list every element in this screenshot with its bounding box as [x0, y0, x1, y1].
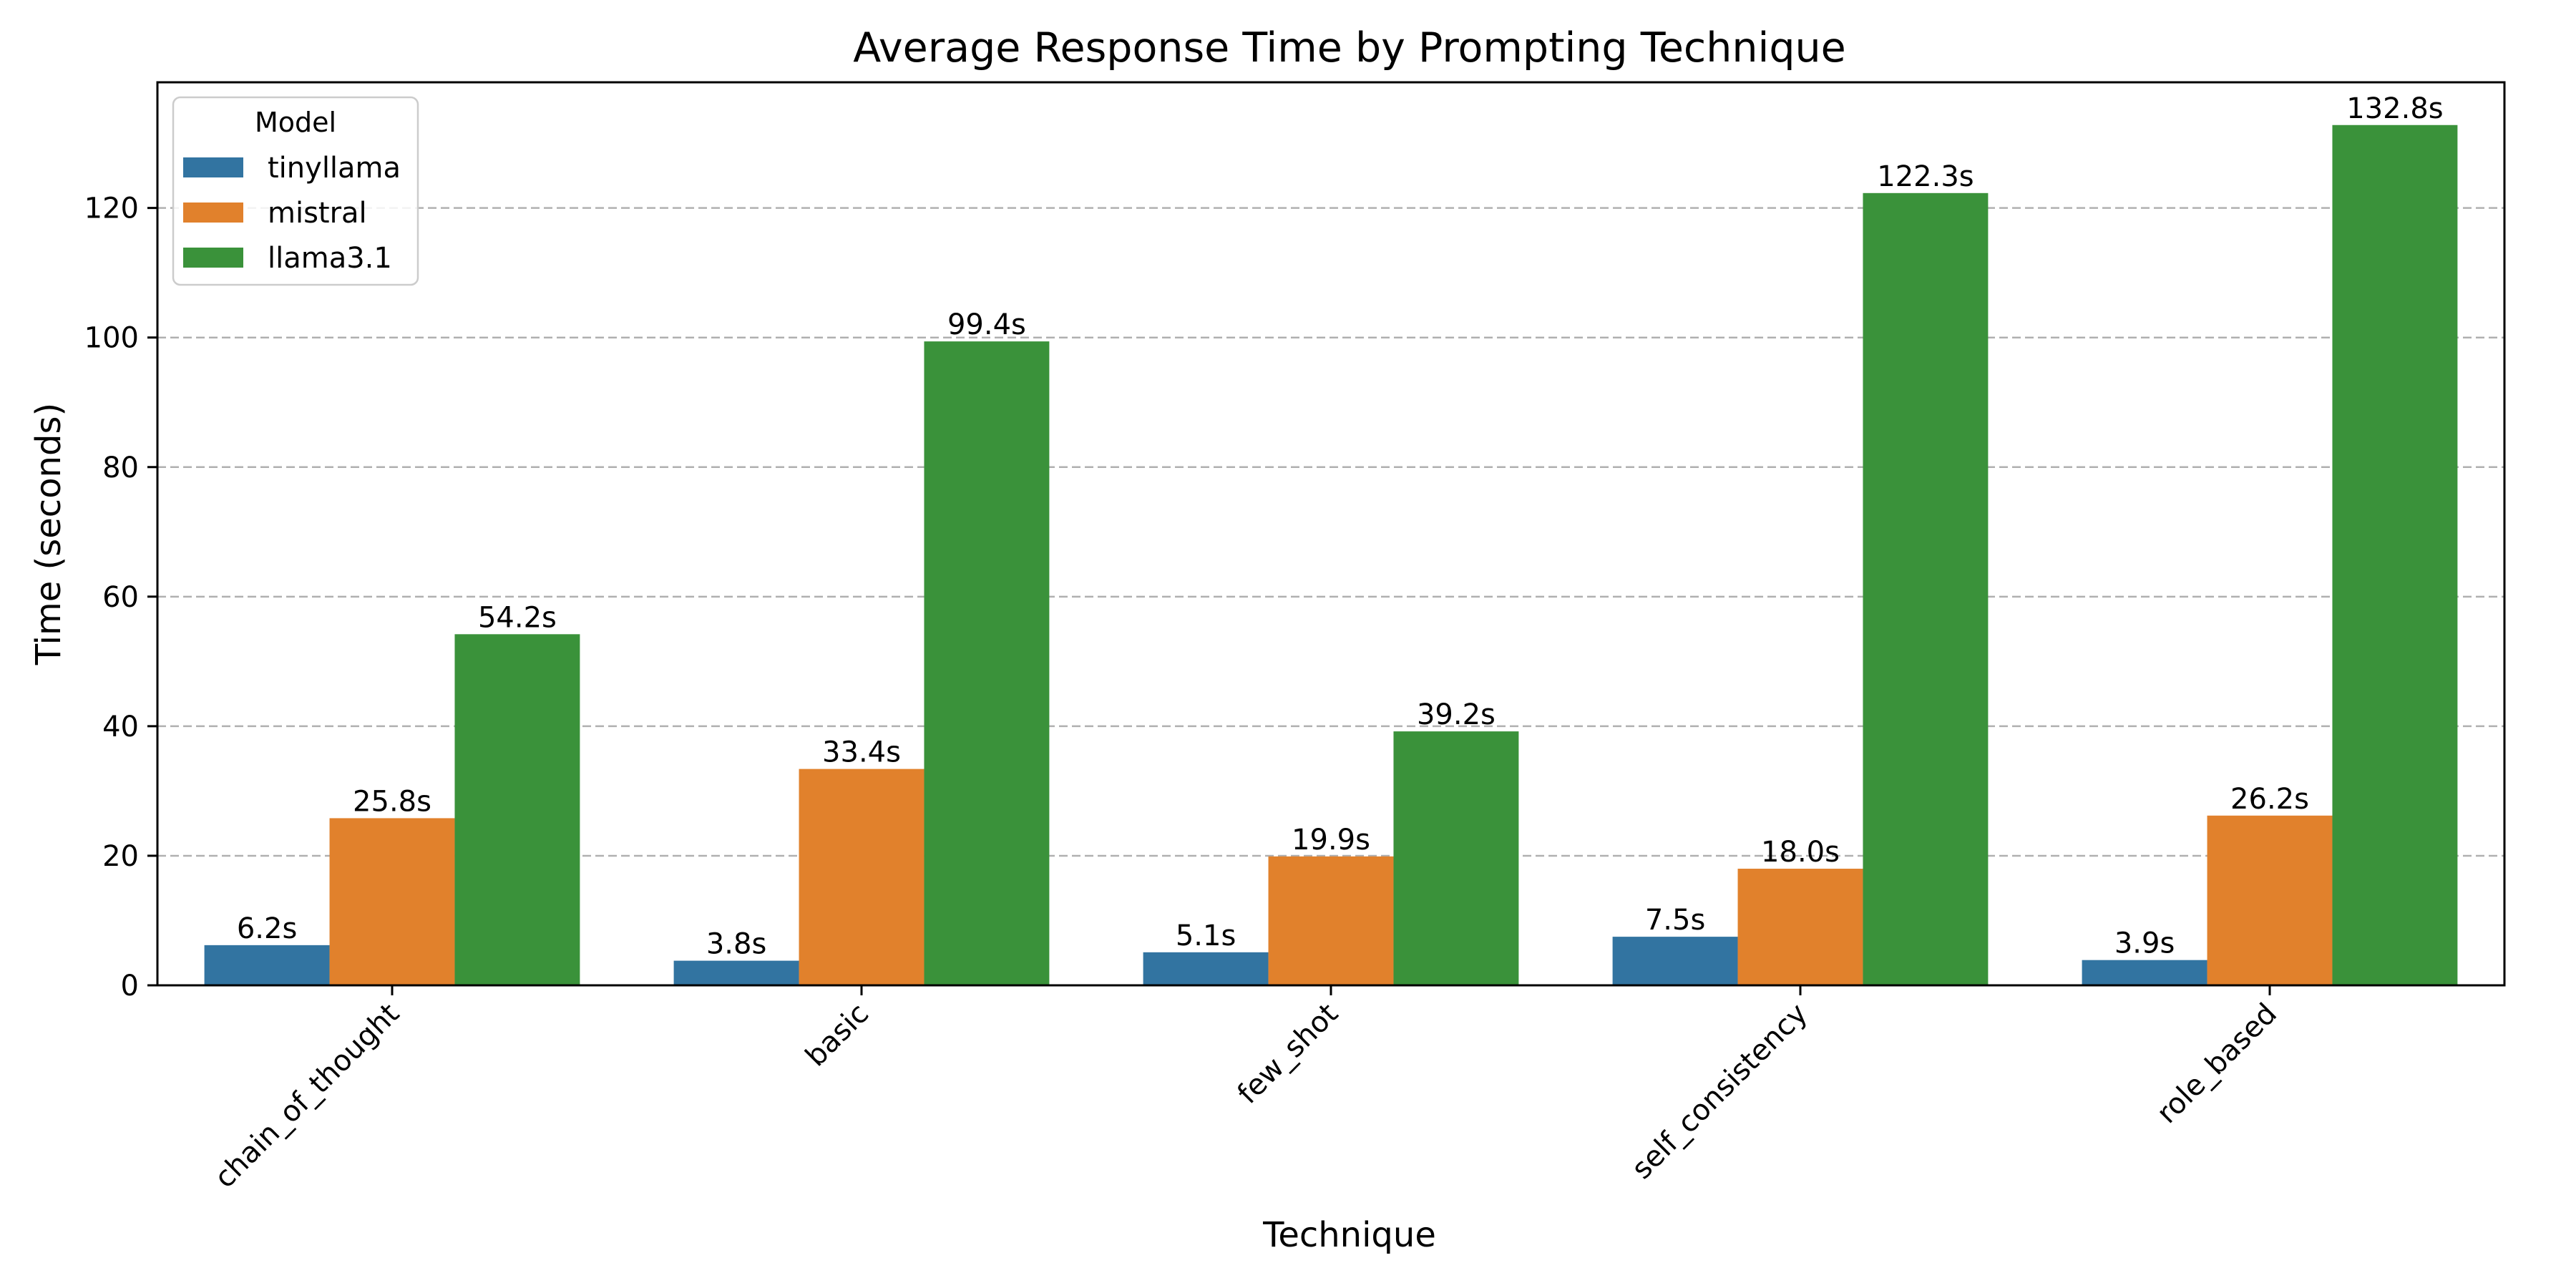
y-tick-label: 40	[102, 711, 139, 743]
y-tick-label: 0	[121, 970, 139, 1002]
bar-llama3-1-role-based	[2332, 125, 2458, 985]
legend-title: Model	[255, 107, 336, 138]
legend-swatch-llama3-1	[183, 248, 243, 268]
value-label: 3.8s	[706, 928, 766, 961]
value-label: 25.8s	[353, 785, 431, 818]
value-label: 122.3s	[1877, 160, 1974, 193]
bar-tinyllama-role-based	[2082, 960, 2207, 985]
y-tick-label: 120	[84, 192, 139, 225]
bar-mistral-role-based	[2207, 815, 2333, 985]
value-label: 5.1s	[1176, 919, 1236, 952]
bar-mistral-basic	[799, 769, 924, 985]
y-tick-label: 60	[102, 581, 139, 614]
value-label: 99.4s	[947, 308, 1026, 341]
value-label: 3.9s	[2114, 927, 2175, 960]
y-axis-label: Time (seconds)	[29, 403, 69, 665]
bar-llama3-1-self-consistency	[1863, 192, 1989, 985]
value-label: 18.0s	[1761, 836, 1840, 869]
legend-label: mistral	[268, 197, 367, 230]
y-axis-ticks: 0 20 40 60 80 100 120	[84, 192, 157, 1002]
value-label: 33.4s	[822, 736, 901, 769]
value-labels: 6.2s 25.8s 54.2s 3.8s 33.4s 99.4s 5.1s 19.9s 39.…	[237, 92, 2444, 961]
y-tick-label: 20	[102, 840, 139, 873]
bar-mistral-chain-of-thought	[329, 818, 455, 985]
legend-swatch-mistral	[183, 203, 243, 223]
legend: Model tinyllama mistral llama3.1	[172, 96, 419, 286]
bar-tinyllama-few-shot	[1143, 952, 1269, 985]
legend-box	[172, 96, 419, 286]
bar-llama3-1-basic	[924, 341, 1050, 985]
bars	[204, 125, 2458, 985]
value-label: 54.2s	[478, 601, 557, 634]
bar-llama3-1-few-shot	[1393, 731, 1519, 985]
value-label: 26.2s	[2230, 783, 2309, 816]
value-label: 19.9s	[1292, 824, 1370, 857]
legend-label: tinyllama	[268, 152, 401, 185]
bar-mistral-self-consistency	[1737, 869, 1863, 985]
value-label: 7.5s	[1645, 904, 1705, 937]
bar-mistral-few-shot	[1268, 856, 1394, 985]
value-label: 132.8s	[2346, 92, 2443, 125]
bar-tinyllama-self-consistency	[1612, 937, 1738, 985]
legend-label: llama3.1	[268, 242, 392, 275]
value-label: 39.2s	[1417, 698, 1496, 731]
y-tick-label: 100	[84, 322, 139, 355]
legend-items: tinyllama mistral llama3.1	[183, 152, 401, 275]
bar-llama3-1-chain-of-thought	[454, 634, 580, 985]
y-tick-label: 80	[102, 452, 139, 484]
legend-swatch-tinyllama	[183, 157, 243, 177]
x-axis-label: Technique	[1262, 1215, 1436, 1255]
chart-title: Average Response Time by Prompting Techn…	[853, 24, 1845, 72]
bar-tinyllama-basic	[673, 960, 799, 985]
bar-tinyllama-chain-of-thought	[204, 945, 330, 985]
value-label: 6.2s	[237, 912, 297, 945]
